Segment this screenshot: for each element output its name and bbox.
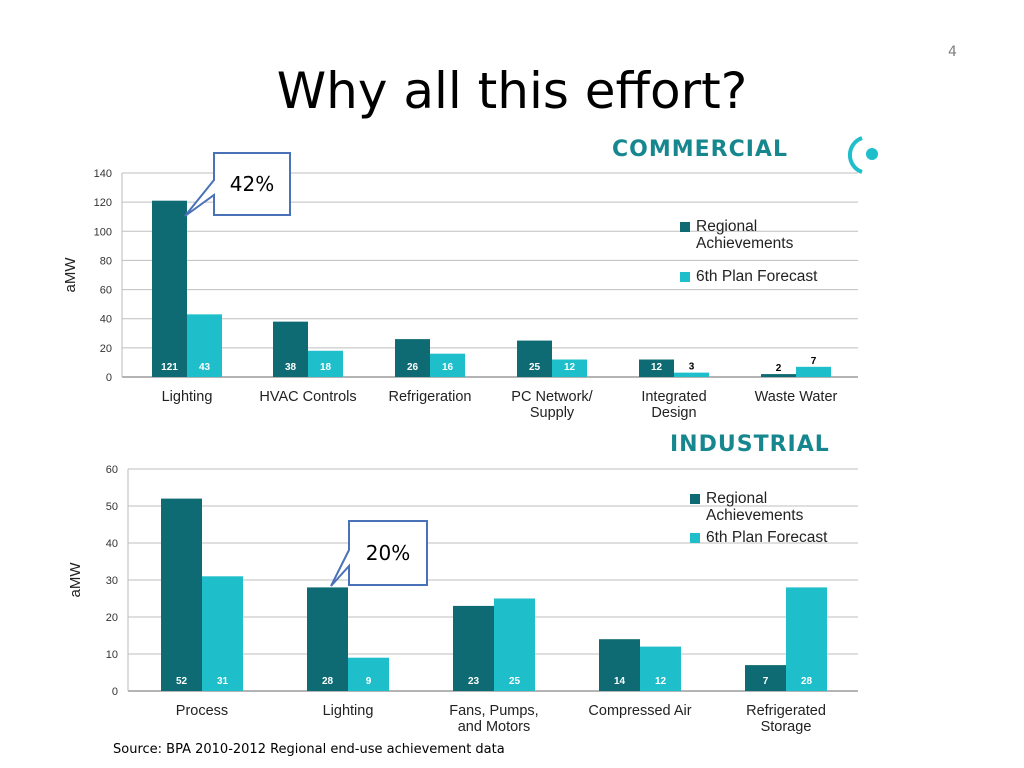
commercial-y-axis-label: aMW (62, 257, 79, 293)
callout-industrial-lighting-text: 20% (365, 541, 411, 565)
industrial-y-tick-label: 10 (106, 649, 118, 661)
industrial-bar-regional (307, 587, 348, 691)
commercial-data-label-forecast: 43 (199, 362, 211, 373)
commercial-bar-regional (639, 359, 674, 377)
commercial-y-tick-label: 80 (100, 255, 112, 267)
industrial-legend-label: Regional Achievements (706, 490, 804, 524)
logo-icon (846, 132, 880, 176)
commercial-bar-regional (273, 321, 308, 377)
commercial-category-label: PC Network/Supply (511, 389, 593, 421)
commercial-bar-forecast (308, 350, 343, 377)
industrial-data-label-forecast: 9 (366, 676, 372, 687)
commercial-y-tick-label: 120 (94, 197, 112, 209)
industrial-data-label-regional: 23 (468, 676, 480, 687)
industrial-y-tick-label: 30 (106, 575, 118, 587)
source-note: Source: BPA 2010-2012 Regional end-use a… (113, 742, 505, 757)
commercial-data-label-forecast: 12 (564, 362, 576, 373)
commercial-bar-regional (517, 340, 552, 377)
commercial-bar-forecast (187, 314, 222, 377)
industrial-data-label-forecast: 31 (217, 676, 229, 687)
industrial-bar-forecast (202, 576, 243, 691)
industrial-legend-label: 6th Plan Forecast (706, 529, 828, 546)
commercial-bar-forecast (796, 366, 831, 377)
industrial-bar-regional (599, 639, 640, 691)
commercial-data-label-regional: 25 (529, 362, 541, 373)
industrial-bar-forecast (786, 587, 827, 691)
commercial-y-tick-label: 20 (100, 343, 112, 355)
commercial-legend-label: Regional Achievements (696, 218, 794, 252)
commercial-y-tick-label: 100 (94, 226, 112, 238)
commercial-category-label: Refrigeration (388, 389, 471, 405)
industrial-data-label-regional: 28 (322, 676, 334, 687)
industrial-bar-regional (161, 498, 202, 691)
commercial-bar-forecast (552, 359, 587, 377)
slide-title: Why all this effort? (276, 62, 748, 120)
industrial-category-label: Lighting (323, 703, 374, 719)
commercial-data-label-regional: 121 (161, 362, 178, 373)
industrial-data-label-regional: 14 (614, 676, 626, 687)
industrial-bar-regional (745, 665, 786, 691)
industrial-y-tick-label: 60 (106, 464, 118, 476)
industrial-y-tick-label: 50 (106, 501, 118, 513)
commercial-legend-label: 6th Plan Forecast (696, 268, 818, 285)
industrial-legend-swatch (690, 533, 700, 543)
callout-commercial-lighting-text: 42% (229, 172, 275, 196)
industrial-data-label-forecast: 25 (509, 676, 521, 687)
industrial-y-axis-label: aMW (67, 562, 84, 598)
industrial-y-tick-label: 0 (112, 686, 118, 698)
commercial-y-tick-label: 0 (106, 372, 112, 384)
commercial-data-label-forecast: 7 (811, 356, 817, 367)
commercial-bar-forecast (430, 353, 465, 377)
commercial-data-label-forecast: 3 (689, 362, 695, 373)
commercial-legend-swatch (680, 272, 690, 282)
industrial-bar-forecast (640, 646, 681, 691)
industrial-chart-title: INDUSTRIAL (670, 432, 830, 457)
slide-number: 4 (948, 44, 957, 60)
commercial-category-label: Lighting (162, 389, 213, 405)
commercial-bar-forecast (674, 372, 709, 377)
commercial-category-label: HVAC Controls (259, 389, 356, 405)
commercial-bar-regional (152, 200, 187, 377)
industrial-data-label-regional: 52 (176, 676, 188, 687)
commercial-category-label: Integrated Design (641, 389, 706, 421)
commercial-data-label-forecast: 16 (442, 362, 454, 373)
industrial-bar-forecast (348, 657, 389, 691)
industrial-category-label: Fans, Pumps, and Motors (449, 703, 538, 735)
industrial-legend-swatch (690, 494, 700, 504)
industrial-y-tick-label: 20 (106, 612, 118, 624)
commercial-data-label-regional: 26 (407, 362, 419, 373)
commercial-y-tick-label: 140 (94, 168, 112, 180)
commercial-data-label-regional: 2 (776, 363, 782, 374)
commercial-data-label-regional: 12 (651, 362, 663, 373)
commercial-chart-title: COMMERCIAL (612, 137, 788, 162)
industrial-category-label: Refrigerated Storage (746, 703, 826, 735)
industrial-bar-forecast (494, 598, 535, 691)
commercial-bar-regional (761, 374, 796, 377)
commercial-data-label-regional: 38 (285, 362, 297, 373)
commercial-data-label-forecast: 18 (320, 362, 332, 373)
industrial-bar-regional (453, 605, 494, 691)
commercial-y-tick-label: 40 (100, 314, 112, 326)
commercial-category-label: Waste Water (755, 389, 838, 405)
industrial-data-label-forecast: 28 (801, 676, 813, 687)
industrial-category-label: Compressed Air (588, 703, 691, 719)
commercial-bar-regional (395, 339, 430, 377)
industrial-y-tick-label: 40 (106, 538, 118, 550)
commercial-y-tick-label: 60 (100, 285, 112, 297)
commercial-legend-swatch (680, 222, 690, 232)
industrial-data-label-regional: 7 (763, 676, 769, 687)
industrial-category-label: Process (176, 703, 228, 719)
industrial-data-label-forecast: 12 (655, 676, 667, 687)
